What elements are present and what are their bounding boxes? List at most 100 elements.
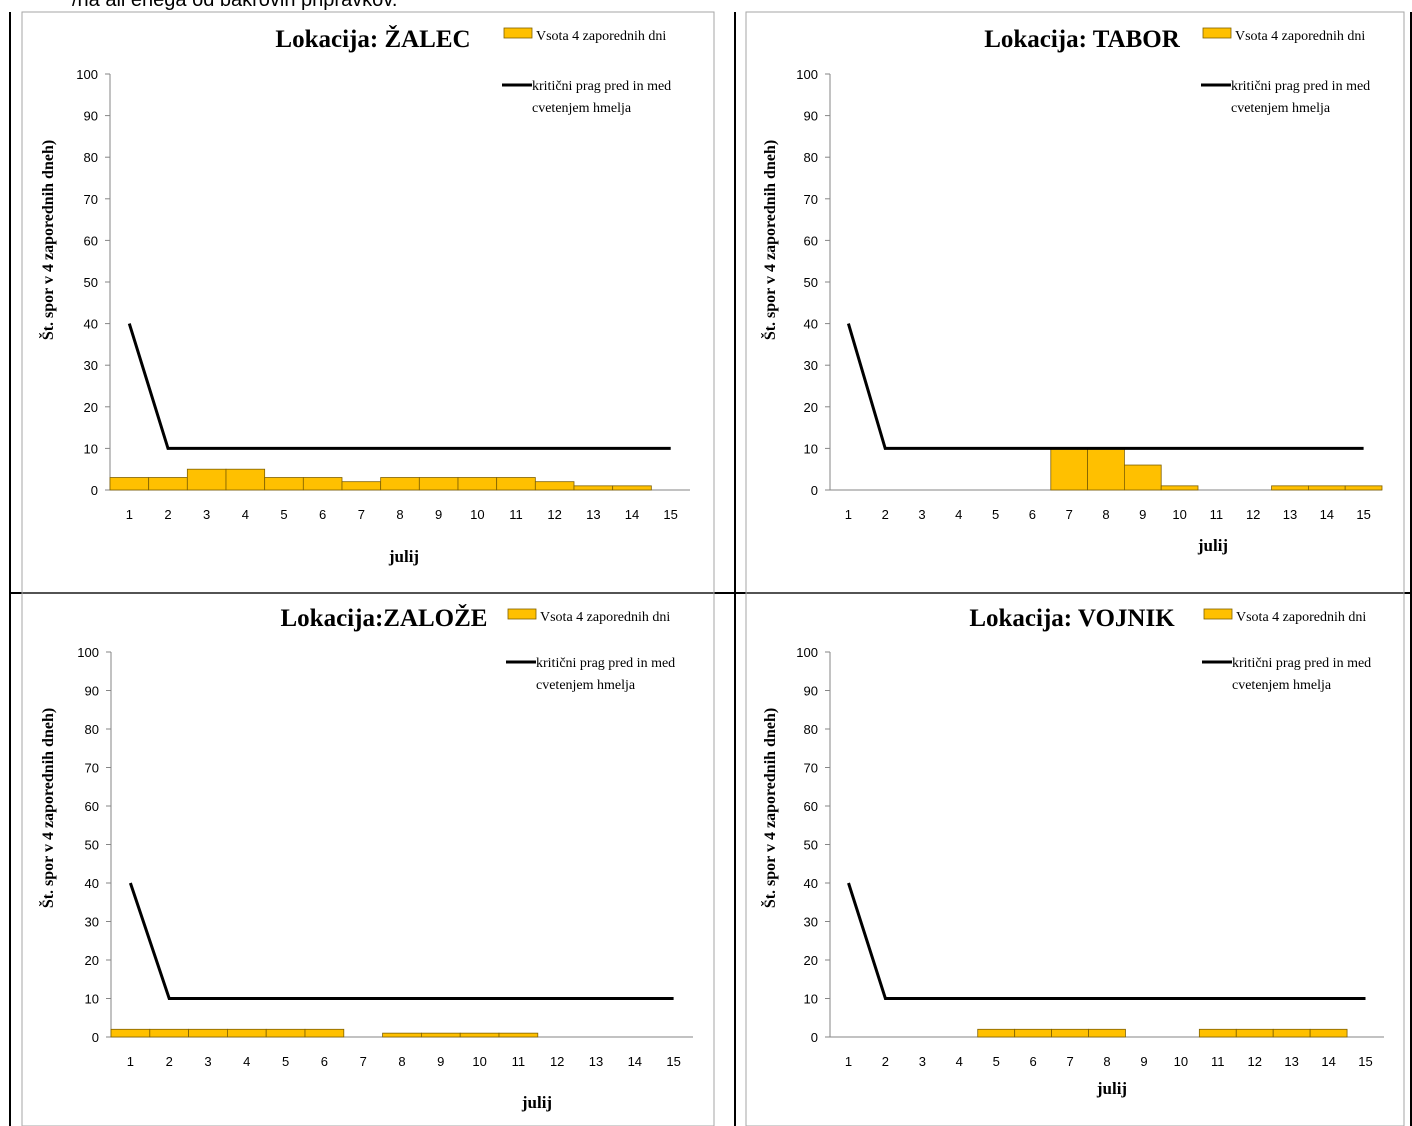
chart-frame — [21, 11, 715, 594]
x-tick-label: 7 — [1066, 507, 1073, 522]
x-tick-label: 12 — [547, 507, 561, 522]
y-axis-label: Št. spor v 4 zaporednih dneh) — [38, 708, 57, 908]
bar — [1271, 485, 1309, 491]
x-tick-label: 2 — [166, 1054, 173, 1069]
legend-bar-label: Vsota 4 zaporednih dni — [536, 29, 666, 44]
x-tick-label: 12 — [1246, 507, 1260, 522]
y-tick-label: 30 — [804, 915, 818, 930]
x-tick-label: 7 — [358, 507, 365, 522]
bar — [302, 477, 343, 491]
x-tick-label: 10 — [1174, 1054, 1188, 1069]
y-tick-label: 20 — [804, 400, 818, 415]
bar — [1308, 485, 1346, 491]
chart-title: Lokacija: TABOR — [984, 26, 1181, 53]
y-tick-label: 70 — [804, 192, 818, 207]
x-tick-label: 12 — [1247, 1054, 1261, 1069]
legend-line-label: kritični prag pred in med — [1232, 656, 1371, 671]
x-tick-label: 5 — [282, 1054, 289, 1069]
bar — [459, 1032, 500, 1038]
y-tick-label: 0 — [811, 483, 818, 498]
bar — [109, 477, 150, 491]
bar — [1309, 1028, 1348, 1038]
y-tick-label: 100 — [76, 67, 98, 82]
bar — [382, 1032, 422, 1038]
y-tick-label: 90 — [804, 684, 818, 699]
bar — [573, 485, 614, 491]
threshold-line — [846, 323, 1364, 450]
x-tick-label: 5 — [993, 1054, 1000, 1069]
bar — [264, 477, 304, 491]
x-tick-label: 9 — [437, 1054, 444, 1069]
y-tick-label: 10 — [84, 441, 98, 456]
bar — [1272, 1028, 1311, 1038]
x-tick-label: 2 — [164, 507, 171, 522]
table-borders — [9, 12, 1412, 1126]
x-tick-label: 15 — [663, 507, 677, 522]
bar — [420, 1032, 461, 1038]
bar — [149, 1028, 190, 1038]
bar — [418, 477, 459, 491]
x-tick-label: 2 — [882, 1054, 889, 1069]
x-tick-label: 3 — [203, 507, 210, 522]
y-tick-label: 60 — [84, 233, 98, 248]
y-tick-label: 80 — [84, 150, 98, 165]
x-tick-label: 6 — [319, 507, 326, 522]
y-tick-label: 80 — [804, 722, 818, 737]
y-tick-label: 20 — [85, 953, 99, 968]
legend-line-label: kritični prag pred in med — [1231, 79, 1370, 94]
bar — [1160, 485, 1199, 491]
x-tick-label: 1 — [126, 507, 133, 522]
x-tick-label: 14 — [1320, 507, 1334, 522]
bar — [225, 468, 266, 491]
y-tick-label: 30 — [84, 358, 98, 373]
x-tick-label: 12 — [550, 1054, 564, 1069]
y-axis-label: Št. spor v 4 zaporednih dneh) — [760, 140, 779, 340]
y-tick-label: 50 — [84, 275, 98, 290]
bar — [1087, 447, 1125, 491]
legend-line-label: kritični prag pred in med — [532, 79, 671, 94]
chart-title: Lokacija: ŽALEC — [275, 25, 470, 53]
x-axis-label: julij — [1096, 1079, 1127, 1098]
y-tick-label: 60 — [85, 799, 99, 814]
y-tick-label: 0 — [811, 1030, 818, 1045]
x-tick-label: 2 — [882, 507, 889, 522]
y-axis-label: Št. spor v 4 zaporednih dneh) — [38, 140, 57, 340]
x-axis-label: julij — [1197, 536, 1228, 555]
x-tick-label: 9 — [1140, 1054, 1147, 1069]
y-tick-label: 40 — [84, 317, 98, 332]
x-tick-label: 3 — [204, 1054, 211, 1069]
x-tick-label: 13 — [586, 507, 600, 522]
legend-bar-swatch — [507, 608, 537, 620]
y-tick-label: 100 — [796, 645, 818, 660]
bar — [188, 1028, 228, 1038]
y-axis-label: Št. spor v 4 zaporednih dneh) — [760, 708, 779, 908]
legend-bar-swatch — [503, 27, 533, 39]
chart-title: Lokacija:ZALOŽE — [281, 604, 488, 632]
x-tick-label: 8 — [398, 1054, 405, 1069]
y-tick-label: 0 — [91, 483, 98, 498]
x-tick-label: 6 — [1029, 507, 1036, 522]
x-tick-label: 15 — [666, 1054, 680, 1069]
y-tick-label: 40 — [804, 317, 818, 332]
x-tick-label: 11 — [1211, 1054, 1225, 1069]
legend-bar-swatch — [1202, 27, 1232, 39]
x-tick-label: 6 — [321, 1054, 328, 1069]
x-tick-label: 3 — [919, 1054, 926, 1069]
x-tick-label: 13 — [1284, 1054, 1298, 1069]
x-tick-label: 5 — [992, 507, 999, 522]
x-tick-label: 4 — [242, 507, 249, 522]
x-tick-label: 9 — [1139, 507, 1146, 522]
y-tick-label: 60 — [804, 799, 818, 814]
bar — [1050, 447, 1089, 491]
bar — [380, 477, 420, 491]
x-tick-label: 3 — [918, 507, 925, 522]
y-tick-label: 10 — [85, 992, 99, 1007]
y-tick-label: 20 — [804, 953, 818, 968]
x-tick-label: 4 — [956, 1054, 963, 1069]
chart-title: Lokacija: VOJNIK — [969, 605, 1175, 632]
y-tick-label: 90 — [84, 109, 98, 124]
threshold-line — [128, 882, 674, 1000]
x-tick-label: 13 — [589, 1054, 603, 1069]
